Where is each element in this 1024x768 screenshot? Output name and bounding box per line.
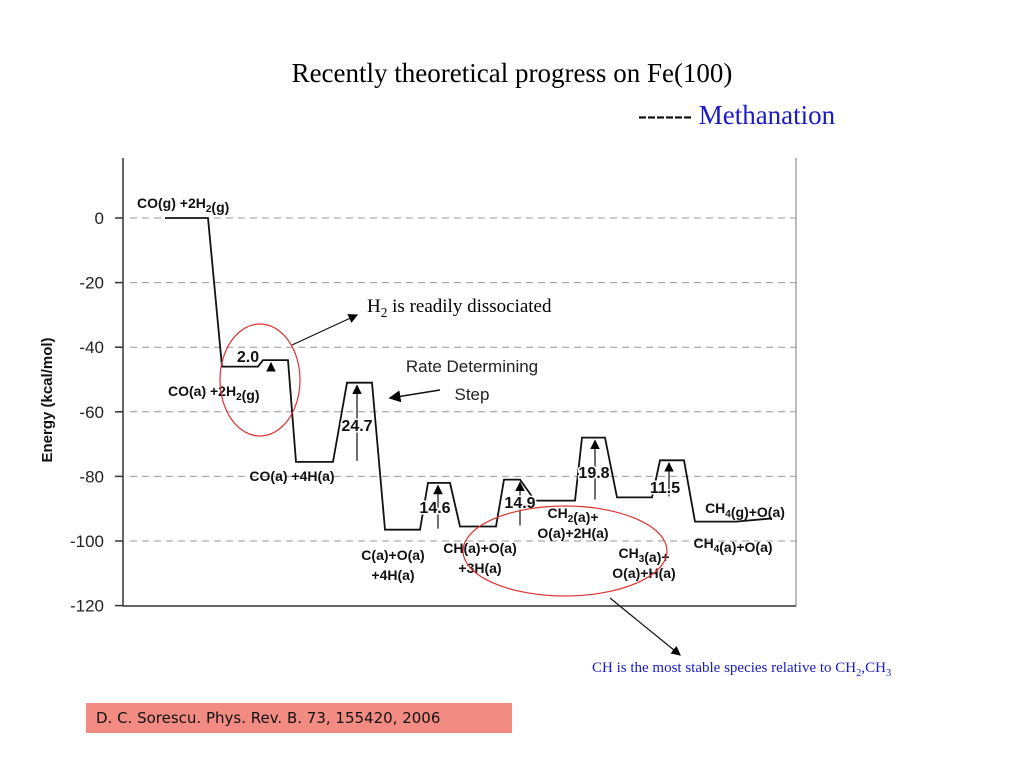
state-label: CO(a) +4H(a) xyxy=(249,468,334,484)
barrier-value-label: 2.0 xyxy=(237,349,259,366)
state-label: CH2(a)+ xyxy=(547,505,598,525)
state-label: C(a)+O(a) xyxy=(361,547,424,563)
page-subtitle: ------ Methanation xyxy=(638,100,835,131)
ch-annotation: CH is the most stable species relative t… xyxy=(592,660,892,679)
ellipse-ch-species xyxy=(462,505,668,597)
barrier-value-label: 11.5 xyxy=(650,480,680,497)
rate-step-arrow xyxy=(388,389,441,403)
ch-callout-arrow xyxy=(609,597,681,656)
barrier-value-label: 19.8 xyxy=(578,465,609,482)
state-label: O(a)+2H(a) xyxy=(537,525,608,541)
energy-profile-line xyxy=(165,217,773,531)
y-tick-label: -20 xyxy=(79,274,104,293)
state-label: CH(a)+O(a) xyxy=(443,540,517,556)
h2-annotation: H2 is readily dissociated xyxy=(367,296,552,320)
ch-annotation-text: CH is the most stable species relative t… xyxy=(592,660,857,676)
page-title: Recently theoretical progress on Fe(100) xyxy=(291,58,733,88)
subtitle-prefix: ------ xyxy=(638,100,692,130)
state-label: CH4(a)+O(a) xyxy=(693,535,772,555)
state-label: O(a)+H(a) xyxy=(612,565,675,581)
barrier-value-label: 14.9 xyxy=(504,495,535,512)
state-label: CH3(a)+ xyxy=(618,545,669,565)
state-label: CO(a) +2H2(g) xyxy=(168,383,260,403)
ellipse-co-dissociation xyxy=(219,323,301,437)
state-label: CO(g) +2H2(g) xyxy=(137,195,229,215)
state-label: +4H(a) xyxy=(371,567,414,583)
y-axis-label: Energy (kcal/mol) xyxy=(39,337,56,462)
h2-callout-arrow xyxy=(291,314,359,346)
h2-annotation-text: is readily dissociated xyxy=(392,296,552,317)
y-tick-label: -80 xyxy=(79,467,104,486)
state-label: +3H(a) xyxy=(458,560,501,576)
barrier-value-label: 14.6 xyxy=(419,500,450,517)
citation-box: D. C. Sorescu. Phys. Rev. B. 73, 155420,… xyxy=(86,703,512,733)
y-tick-label: -120 xyxy=(70,597,104,616)
y-tick-label: -100 xyxy=(70,532,104,551)
y-tick-label: -40 xyxy=(79,338,104,357)
y-tick-label: 0 xyxy=(95,209,104,228)
rate-step-label-line1: Rate Determining xyxy=(406,357,538,376)
subtitle-highlight: Methanation xyxy=(698,100,836,130)
state-label: CH4(g)+O(a) xyxy=(705,500,785,520)
rate-step-label-line2: Step xyxy=(455,385,490,404)
y-tick-label: -60 xyxy=(79,403,104,422)
barrier-value-label: 24.7 xyxy=(341,418,372,435)
